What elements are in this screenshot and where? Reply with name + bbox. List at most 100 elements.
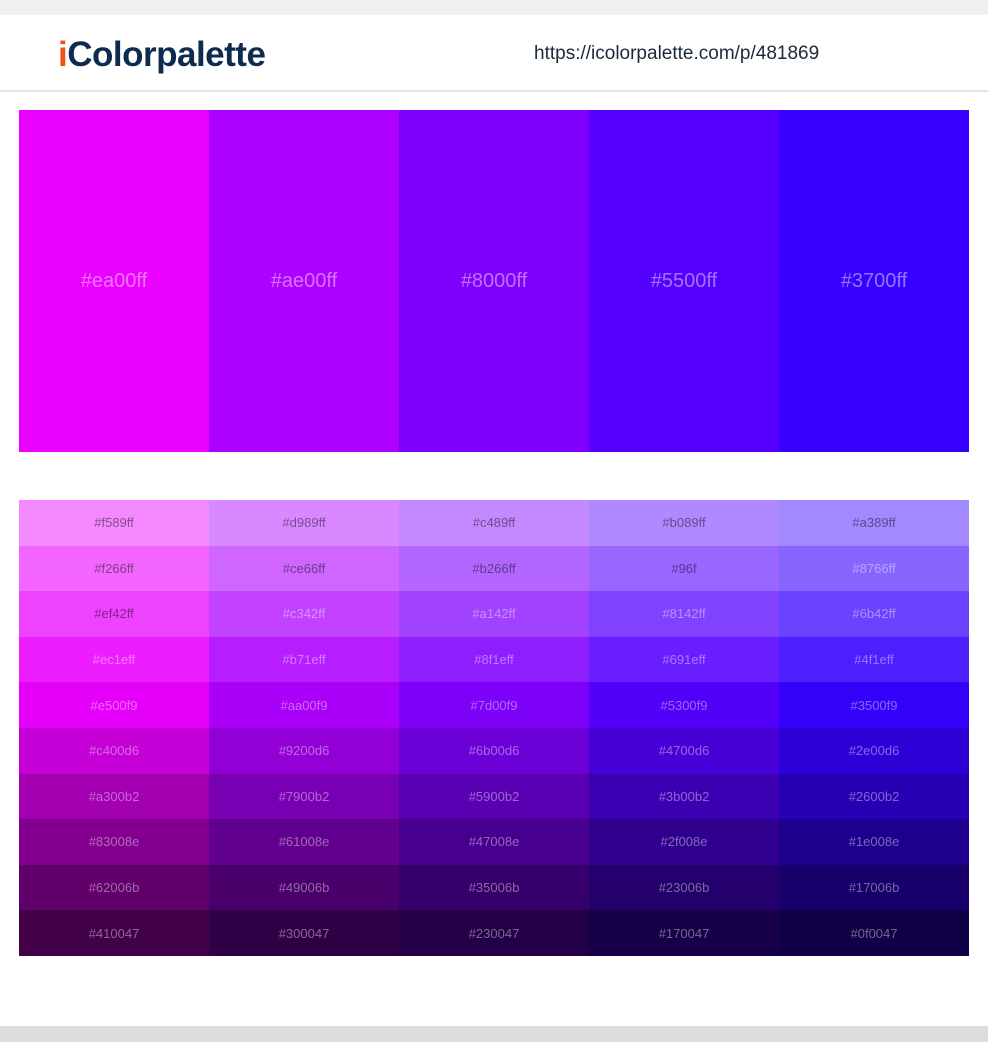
- shade-swatch[interactable]: #4f1eff: [779, 636, 969, 683]
- shade-hex-label: #410047: [88, 925, 140, 941]
- color-swatch[interactable]: #5500ff: [589, 110, 779, 452]
- shade-swatch[interactable]: #170047: [589, 910, 779, 956]
- shade-hex-label: #6b42ff: [852, 606, 896, 622]
- shade-swatch[interactable]: #8f1eff: [399, 636, 589, 683]
- shade-swatch[interactable]: #a142ff: [399, 591, 589, 637]
- shade-swatch[interactable]: #7900b2: [209, 773, 399, 820]
- shade-swatch[interactable]: #8766ff: [779, 545, 969, 592]
- shade-swatch[interactable]: #83008e: [19, 819, 209, 865]
- shade-swatch[interactable]: #5300f9: [589, 682, 779, 728]
- shade-hex-label: #8f1eff: [474, 652, 514, 668]
- shade-swatch[interactable]: #c489ff: [399, 500, 589, 546]
- shade-hex-label: #2f008e: [660, 834, 708, 850]
- shade-swatch[interactable]: #a300b2: [19, 773, 209, 820]
- shade-swatch[interactable]: #3500f9: [779, 682, 969, 728]
- swatch-hex-label: #5500ff: [650, 269, 718, 292]
- shade-swatch[interactable]: #8142ff: [589, 591, 779, 637]
- shade-hex-label: #0f0047: [850, 925, 898, 941]
- bottom-bar: [0, 1026, 988, 1042]
- shade-swatch[interactable]: #6b42ff: [779, 591, 969, 637]
- shade-hex-label: #f266ff: [94, 560, 134, 576]
- shade-swatch[interactable]: #410047: [19, 910, 209, 956]
- color-swatch[interactable]: #ea00ff: [19, 110, 209, 452]
- shade-swatch[interactable]: #c342ff: [209, 591, 399, 637]
- shade-hex-label: #47008e: [468, 834, 520, 850]
- shade-hex-label: #83008e: [88, 834, 140, 850]
- shade-hex-label: #a389ff: [852, 515, 896, 531]
- shade-swatch[interactable]: #0f0047: [779, 910, 969, 956]
- shade-hex-label: #300047: [278, 925, 330, 941]
- shade-swatch[interactable]: #f266ff: [19, 545, 209, 592]
- color-swatch[interactable]: #3700ff: [779, 110, 969, 452]
- shade-hex-label: #7d00f9: [470, 697, 518, 713]
- shade-hex-label: #8142ff: [662, 606, 706, 622]
- shade-hex-label: #5300f9: [660, 697, 708, 713]
- shade-swatch[interactable]: #691eff: [589, 636, 779, 683]
- shade-swatch[interactable]: #5900b2: [399, 773, 589, 820]
- shade-swatch[interactable]: #49006b: [209, 864, 399, 911]
- shade-hex-label: #a142ff: [472, 606, 516, 622]
- shade-swatch[interactable]: #d989ff: [209, 500, 399, 546]
- shade-swatch[interactable]: #96f: [589, 545, 779, 592]
- shade-hex-label: #aa00f9: [280, 697, 328, 713]
- shade-swatch[interactable]: #2e00d6: [779, 727, 969, 774]
- top-bar: [0, 0, 988, 15]
- logo-prefix: i: [58, 35, 68, 74]
- swatch-hex-label: #8000ff: [460, 269, 528, 292]
- shade-hex-label: #2600b2: [848, 788, 900, 804]
- shade-hex-label: #b089ff: [662, 515, 706, 531]
- shade-swatch[interactable]: #ce66ff: [209, 545, 399, 592]
- swatch-hex-label: #ea00ff: [80, 269, 148, 292]
- shade-swatch[interactable]: #9200d6: [209, 727, 399, 774]
- shade-swatch[interactable]: #7d00f9: [399, 682, 589, 728]
- shade-swatch[interactable]: #17006b: [779, 864, 969, 911]
- shade-swatch[interactable]: #1e008e: [779, 819, 969, 865]
- shade-swatch[interactable]: #ef42ff: [19, 591, 209, 637]
- shade-swatch[interactable]: #35006b: [399, 864, 589, 911]
- shade-hex-label: #c489ff: [472, 515, 516, 531]
- shade-hex-label: #c400d6: [89, 743, 139, 759]
- shade-hex-label: #3500f9: [850, 697, 898, 713]
- shade-swatch[interactable]: #a389ff: [779, 500, 969, 546]
- shade-hex-label: #23006b: [658, 880, 710, 896]
- shade-swatch[interactable]: #61008e: [209, 819, 399, 865]
- shade-swatch[interactable]: #b71eff: [209, 636, 399, 683]
- shade-swatch[interactable]: #c400d6: [19, 727, 209, 774]
- shade-swatch[interactable]: #47008e: [399, 819, 589, 865]
- shade-hex-label: #f589ff: [94, 515, 134, 531]
- shade-swatch[interactable]: #b089ff: [589, 500, 779, 546]
- swatch-hex-label: #ae00ff: [270, 269, 338, 292]
- shade-hex-label: #2e00d6: [848, 743, 900, 759]
- shade-hex-label: #e500f9: [90, 697, 138, 713]
- shade-hex-label: #b266ff: [472, 560, 516, 576]
- shade-swatch[interactable]: #300047: [209, 910, 399, 956]
- shade-hex-label: #4f1eff: [854, 652, 894, 668]
- shade-swatch[interactable]: #3b00b2: [589, 773, 779, 820]
- shade-swatch[interactable]: #f589ff: [19, 500, 209, 546]
- header: iColorpalette https://icolorpalette.com/…: [0, 15, 988, 92]
- logo[interactable]: iColorpalette: [58, 35, 266, 75]
- shade-swatch[interactable]: #2f008e: [589, 819, 779, 865]
- shade-hex-label: #96f: [671, 560, 697, 576]
- shade-swatch[interactable]: #23006b: [589, 864, 779, 911]
- shade-swatch[interactable]: #62006b: [19, 864, 209, 911]
- shade-swatch[interactable]: #4700d6: [589, 727, 779, 774]
- shade-hex-label: #62006b: [88, 880, 140, 896]
- shade-swatch[interactable]: #e500f9: [19, 682, 209, 728]
- logo-text: Colorpalette: [67, 35, 266, 74]
- color-swatch[interactable]: #8000ff: [399, 110, 589, 452]
- shade-swatch[interactable]: #aa00f9: [209, 682, 399, 728]
- shade-hex-label: #6b00d6: [468, 743, 520, 759]
- shade-swatch[interactable]: #2600b2: [779, 773, 969, 820]
- shade-swatch[interactable]: #6b00d6: [399, 727, 589, 774]
- color-swatch[interactable]: #ae00ff: [209, 110, 399, 452]
- shade-swatch[interactable]: #ec1eff: [19, 636, 209, 683]
- shade-swatch[interactable]: #b266ff: [399, 545, 589, 592]
- main-palette: #ea00ff #ae00ff #8000ff #5500ff #3700ff: [19, 110, 969, 452]
- shade-hex-label: #7900b2: [278, 788, 330, 804]
- shade-swatch[interactable]: #230047: [399, 910, 589, 956]
- shades-grid: #f589ff #d989ff #c489ff #b089ff #a389ff #f266…: [19, 500, 969, 956]
- shade-hex-label: #170047: [658, 925, 710, 941]
- shade-hex-label: #ce66ff: [282, 560, 326, 576]
- shade-hex-label: #1e008e: [848, 834, 900, 850]
